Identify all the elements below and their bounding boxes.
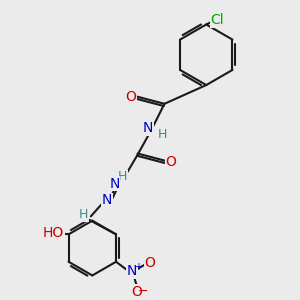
Text: N: N bbox=[101, 194, 112, 207]
Text: HO: HO bbox=[43, 226, 64, 240]
Text: −: − bbox=[138, 285, 149, 298]
Text: N: N bbox=[109, 177, 120, 191]
Text: H: H bbox=[158, 128, 167, 142]
Text: Cl: Cl bbox=[210, 13, 224, 27]
Text: H: H bbox=[118, 170, 127, 183]
Text: O: O bbox=[132, 285, 142, 299]
Text: N: N bbox=[143, 121, 153, 135]
Text: O: O bbox=[125, 90, 136, 104]
Text: +: + bbox=[134, 262, 142, 272]
Text: H: H bbox=[79, 208, 88, 221]
Text: N: N bbox=[127, 264, 137, 278]
Text: O: O bbox=[165, 154, 176, 169]
Text: O: O bbox=[144, 256, 155, 270]
